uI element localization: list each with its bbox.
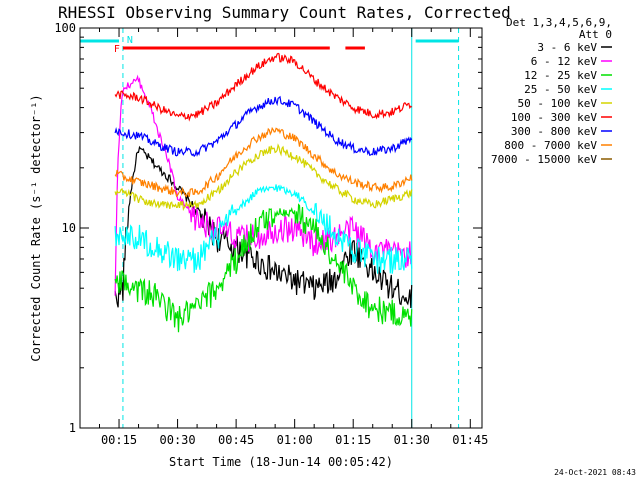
- y-axis-label: Corrected Count Rate (s⁻¹ detector⁻¹): [29, 94, 43, 361]
- axes-layer: 00:15 00:30 00:45 01:00 01:15 01:30 01:45 1 10 10…: [54, 21, 488, 447]
- x-tick-label: 00:30: [160, 433, 196, 447]
- x-tick-label: 01:15: [335, 433, 371, 447]
- x-tick-label: 01:45: [452, 433, 488, 447]
- night-flag-label: N: [127, 35, 133, 46]
- series-line: [114, 143, 413, 212]
- legend-header-line: Att 0: [579, 28, 612, 41]
- legend-entry-label: 100 - 300 keV: [511, 111, 597, 124]
- legend-entry-label: 25 - 50 keV: [524, 83, 597, 96]
- generation-timestamp: 24-Oct-2021 08:43: [554, 468, 636, 477]
- series-line: [114, 203, 413, 333]
- series-line: [114, 95, 413, 158]
- y-tick-label: 10: [62, 221, 76, 235]
- legend-entry-label: 800 - 7000 keV: [504, 139, 597, 152]
- legend-entry-label: 12 - 25 keV: [524, 69, 597, 82]
- series-line: [114, 52, 413, 122]
- chart-title: RHESSI Observing Summary Count Rates, Co…: [58, 3, 511, 22]
- legend-entry-label: 3 - 6 keV: [537, 41, 597, 54]
- series-layer: [114, 52, 413, 333]
- x-tick-label: 01:00: [277, 433, 313, 447]
- x-tick-label: 00:45: [218, 433, 254, 447]
- series-line: [114, 184, 413, 274]
- legend-entry-label: 50 - 100 keV: [518, 97, 598, 110]
- series-line: [114, 145, 413, 309]
- flare-flag-label: F: [114, 44, 120, 55]
- y-tick-label: 1: [69, 421, 76, 435]
- y-tick-label: 100: [54, 21, 76, 35]
- legend-entry-label: 300 - 800 keV: [511, 125, 597, 138]
- flag-layer: FN: [114, 35, 365, 55]
- x-axis-label: Start Time (18-Jun-14 00:05:42): [169, 455, 393, 469]
- legend-entry-label: 6 - 12 keV: [531, 55, 598, 68]
- x-tick-label: 01:30: [394, 433, 430, 447]
- x-tick-label: 00:15: [101, 433, 137, 447]
- series-line: [114, 126, 413, 198]
- legend-entry-label: 7000 - 15000 keV: [491, 153, 597, 166]
- legend-header-line: Det 1,3,4,5,6,9,: [506, 16, 612, 29]
